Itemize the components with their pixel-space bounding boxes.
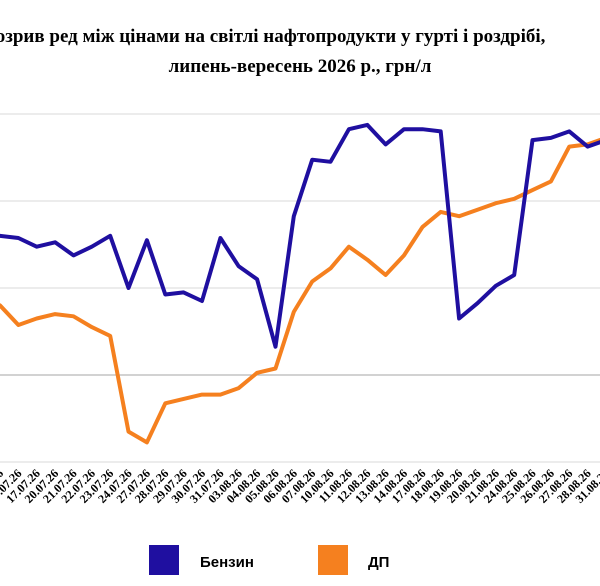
- legend-swatch-diesel: [318, 545, 348, 575]
- legend-label-diesel: ДП: [368, 554, 389, 571]
- legend-label-gasoline: Бензин: [200, 554, 254, 571]
- chart-title-line-2: липень-вересень 2026 р., грн/л: [169, 56, 432, 77]
- gridlines: [0, 113, 600, 463]
- series-layer: [0, 122, 600, 445]
- legend-swatch-gasoline: [149, 545, 179, 575]
- series-line-gasoline: [0, 122, 600, 349]
- series-line-diesel: [0, 137, 600, 445]
- legend: Бензин ДП: [149, 545, 389, 575]
- chart-title-line-1: Розрив ред між цінами на світлі нафтопро…: [0, 26, 546, 47]
- x-axis-tick-labels: 15.07.2616.07.2617.07.2620.07.2621.07.26…: [0, 466, 600, 506]
